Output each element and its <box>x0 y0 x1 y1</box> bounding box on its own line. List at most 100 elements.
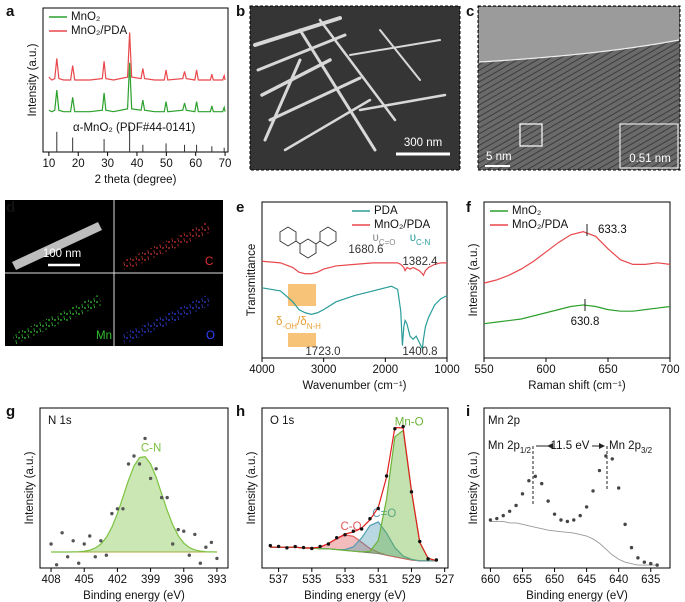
data-point <box>409 490 414 494</box>
spacing-label: 0.51 nm <box>629 153 671 165</box>
annotation: O 1s <box>270 415 295 427</box>
y-axis-label: Intensity (a.u.) <box>468 451 480 524</box>
panel-letter: a <box>6 3 15 20</box>
chart: e 4000 3000 2000 1000 Wavenumber (cm⁻¹) Transm… <box>236 199 460 392</box>
annotation: N 1s <box>48 415 72 427</box>
data-point <box>49 542 53 546</box>
x-axis-label: Binding energy (eV) <box>304 590 406 602</box>
x-tick-label: 408 <box>41 574 60 586</box>
data-point <box>159 495 164 500</box>
data-point <box>533 474 538 479</box>
text-part: 1723.0 <box>305 346 340 358</box>
data-point <box>187 553 191 557</box>
data-point <box>182 529 186 533</box>
data-point <box>578 513 582 518</box>
panel-letter: i <box>466 403 470 420</box>
data-point <box>572 518 576 522</box>
x-tick-label: 655 <box>513 574 532 586</box>
x-tick-label: 600 <box>536 364 555 376</box>
data-point <box>209 540 214 545</box>
x-tick-label: 30 <box>101 158 114 170</box>
data-point <box>176 527 180 532</box>
text-part: Mn 2p <box>488 415 520 427</box>
panel-letter: f <box>466 199 472 216</box>
curve <box>48 32 226 81</box>
data-point <box>326 542 331 546</box>
x-axis-label: Binding energy (eV) <box>83 590 185 602</box>
annotation: 1400.8 <box>402 346 437 358</box>
chart: h 537 535 533 531 529 527 Binding energy (eV) In… <box>236 403 454 602</box>
data-point <box>655 563 659 567</box>
peak-label: C=O <box>372 508 396 520</box>
legend-label: MnO₂ <box>71 11 100 23</box>
data-point <box>154 467 158 471</box>
eds-maps: 100 nm C Mn O d <box>5 199 223 346</box>
chart: i 660 655 650 645 640 635 Binding energy (eV) In… <box>466 403 671 602</box>
data-point <box>401 424 405 429</box>
data-point <box>649 561 653 566</box>
data-point <box>71 539 75 543</box>
data-point <box>629 545 634 550</box>
plot-frame <box>39 407 229 569</box>
data-point <box>426 557 430 561</box>
x-tick-label: 3000 <box>311 364 337 376</box>
nanowires <box>253 16 447 152</box>
data-point <box>54 563 59 567</box>
element-label: C <box>205 256 213 268</box>
data-point <box>376 506 380 511</box>
y-axis-label: Intensity (a.u.) <box>246 451 258 524</box>
data-point <box>193 532 197 537</box>
annotation: 633.3 <box>598 224 627 236</box>
data-point <box>93 555 97 559</box>
subscript: C=O <box>379 238 396 247</box>
data-point <box>148 476 153 481</box>
data-point <box>301 545 306 550</box>
data-point <box>137 462 142 466</box>
x-tick-label: 529 <box>402 574 421 586</box>
y-axis-label: Intensity (a.u.) <box>24 451 36 524</box>
data-point <box>501 513 505 518</box>
x-tick-label: 533 <box>335 574 354 586</box>
x-tick-label: 700 <box>660 364 679 376</box>
text-part: 633.3 <box>598 224 627 236</box>
subscript: 1/2 <box>520 446 532 455</box>
structure-sketch <box>279 226 337 259</box>
selection-box <box>519 123 543 147</box>
peak-fill <box>270 534 437 561</box>
subscript: N-H <box>307 322 321 331</box>
x-tick-label: 20 <box>72 158 85 170</box>
data-point <box>268 543 273 548</box>
y-axis-label: Intensity (a.u.) <box>27 43 39 116</box>
x-tick-label: 635 <box>641 574 660 586</box>
x-tick-label: 396 <box>174 574 193 586</box>
annotation: 1382.4 <box>402 256 438 268</box>
y-axis-label: Transmittance <box>246 244 258 316</box>
text-part: 1400.8 <box>402 346 437 358</box>
curve <box>261 260 447 277</box>
data-point <box>310 546 314 551</box>
subscript: 3/2 <box>641 446 653 455</box>
peak-label: Mn-O <box>395 416 424 428</box>
plot-frame <box>261 201 448 359</box>
data-point <box>143 436 147 441</box>
plot-frame <box>42 7 229 153</box>
legend-label: MnO₂ <box>512 205 541 217</box>
annotation: υC=O <box>373 232 396 247</box>
data-point <box>82 542 86 546</box>
data-point <box>527 479 531 483</box>
peak-fill <box>270 430 437 561</box>
data-point <box>514 503 518 508</box>
image-frame <box>249 5 461 171</box>
subscript: -OH <box>282 322 297 331</box>
data-point <box>285 546 289 550</box>
element-label: Mn <box>96 330 112 342</box>
x-tick-label: 531 <box>369 574 388 586</box>
data-point <box>604 454 608 458</box>
annotation: δ-OH/δN-H <box>276 316 321 331</box>
plot-frame <box>261 407 449 569</box>
data-point <box>335 536 339 540</box>
data-point <box>591 489 595 493</box>
scale-label: 100 nm <box>43 248 81 260</box>
data-point <box>110 511 114 516</box>
